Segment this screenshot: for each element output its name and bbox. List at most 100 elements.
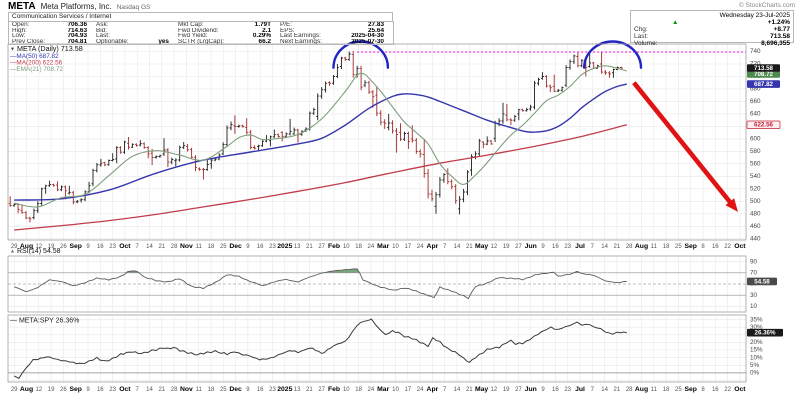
date-tick: 8: [701, 244, 705, 250]
ratio-axis-tick: 20%: [750, 339, 763, 346]
stat-label: Fwd Yield:: [178, 33, 208, 39]
stat-value: 2025-04-30: [351, 33, 384, 39]
rsi-axis-tick: 70: [750, 269, 758, 276]
date-tick: 22: [724, 387, 731, 393]
stat-value: 2.1: [262, 27, 271, 33]
price-tag-71358-text: 713.58: [754, 65, 773, 72]
date-tick: 12: [35, 244, 42, 250]
ema21-line: [14, 65, 627, 208]
date-tick: 10: [343, 244, 350, 250]
date-tick: 21: [614, 387, 621, 393]
date-tick: 13: [294, 244, 301, 250]
date-tick: 10: [343, 387, 350, 393]
ratio-axis-tick: 30%: [750, 324, 763, 331]
date-tick: May: [475, 386, 488, 393]
quote-row-volume: Volume: 8,696,355: [634, 40, 790, 47]
date-tick: 14: [454, 387, 461, 393]
date-tick: Aug: [635, 243, 648, 250]
date-tick: 28: [626, 244, 633, 250]
price-axis-tick: 740: [750, 48, 761, 55]
quote-label: Last:: [634, 33, 649, 40]
stat-p/e: P/E: 27.83: [280, 22, 393, 28]
date-tick: 7: [443, 244, 447, 250]
date-tick: 23: [564, 387, 571, 393]
date-tick: Sep: [69, 386, 81, 393]
date-tick: Jul: [575, 243, 585, 250]
price-tag-68782: 687.82: [747, 80, 780, 88]
date-tick: Oct: [734, 243, 746, 250]
exchange-name: Nasdaq GS: [116, 4, 151, 11]
rsi-value-tag-text: 54.58: [754, 278, 770, 285]
stat-mktcap: Mkt Cap: 1.79T: [178, 22, 280, 28]
price-tag-70872: 708.72: [747, 70, 780, 78]
stat-value: 66.2: [258, 38, 271, 44]
stat-value: 25.64: [368, 27, 384, 33]
stat-value: 706.36: [67, 22, 87, 28]
stat-label: Mkt Cap:: [178, 22, 204, 28]
percent-change-value: +1.24%: [767, 19, 790, 26]
date-tick: Apr: [427, 386, 439, 393]
stat-value: 2025-07-30: [351, 38, 384, 44]
chart-title-row: META Meta Platforms, Inc. Nasdaq GS: [8, 1, 150, 12]
date-tick: Oct: [734, 386, 746, 393]
date-tick: 27: [318, 244, 325, 250]
date-axis-labels-2: 29 Aug 12 19 26 Sep 9 16 23 Oct 7 14 21 28 Nov 11 18 25 De…: [11, 386, 746, 393]
breakdown-arrow: [632, 81, 738, 212]
date-tick: 18: [208, 387, 215, 393]
date-tick: 27: [318, 387, 325, 393]
price-tag-70872-text: 708.72: [754, 71, 773, 78]
date-tick: 16: [97, 244, 104, 250]
date-tick: Sep: [684, 243, 696, 250]
date-tick: Apr: [427, 243, 439, 250]
date-tick: 11: [196, 244, 203, 250]
quote-summary-box: Wednesday 23-Jul-2025 ▲ +1.24% Chg: +8.77…: [630, 10, 794, 47]
date-tick: 2025: [277, 243, 292, 250]
rsi-value-tag: 54.58: [747, 277, 777, 285]
date-tick: 11: [651, 387, 658, 393]
date-tick: 12: [491, 244, 498, 250]
stat-value: 27.83: [368, 22, 384, 28]
date-tick: 21: [306, 387, 313, 393]
stat-open: Open: 706.36: [12, 22, 96, 28]
date-tick: Mar: [377, 386, 389, 393]
quote-value: 8,696,355: [761, 40, 790, 47]
price-bars-up: [12, 51, 619, 220]
price-axis-tick: 540: [750, 173, 761, 180]
ratio-axis-tick: 35%: [750, 316, 763, 323]
stat-label: Last:: [96, 33, 110, 39]
date-tick: May: [475, 243, 488, 250]
date-tick: 16: [552, 387, 559, 393]
date-tick: 27: [515, 244, 522, 250]
ratio-axis-tick: 10%: [750, 354, 763, 361]
date-tick: 18: [208, 244, 215, 250]
stat-eps: EPS: 25.64: [280, 28, 393, 34]
date-tick: Nov: [180, 243, 193, 250]
stat-sctrlrgcap: SCTR (LrgCap): 66.2: [178, 39, 280, 45]
date-tick: 22: [724, 244, 731, 250]
ratio-value-tag-text: 26.36%: [755, 330, 776, 337]
price-axis-tick: 460: [750, 223, 761, 230]
date-tick: 9: [541, 244, 545, 250]
ratio-legend: — META:SPY 26.36%: [10, 318, 79, 325]
date-tick: 23: [269, 244, 276, 250]
stat-value: yes: [158, 38, 169, 44]
date-tick: 21: [466, 244, 473, 250]
date-tick: 17: [404, 244, 411, 250]
date-tick: 21: [158, 244, 165, 250]
date-tick: 28: [171, 244, 178, 250]
date-tick: Nov: [180, 386, 193, 393]
date-tick: 14: [601, 244, 608, 250]
date-tick: 26: [60, 244, 67, 250]
price-axis-tick: 500: [750, 198, 761, 205]
stat-value: 714.63: [67, 27, 87, 33]
date-tick: 18: [355, 387, 362, 393]
quote-value: 713.58: [770, 33, 790, 40]
date-tick: 18: [355, 244, 362, 250]
company-name: Meta Platforms, Inc.: [40, 2, 112, 11]
date-tick: 9: [541, 387, 545, 393]
date-tick: 18: [663, 244, 670, 250]
rsi-line: [14, 268, 627, 300]
stat-nextearnings: Next Earnings: 2025-07-30: [280, 39, 393, 45]
